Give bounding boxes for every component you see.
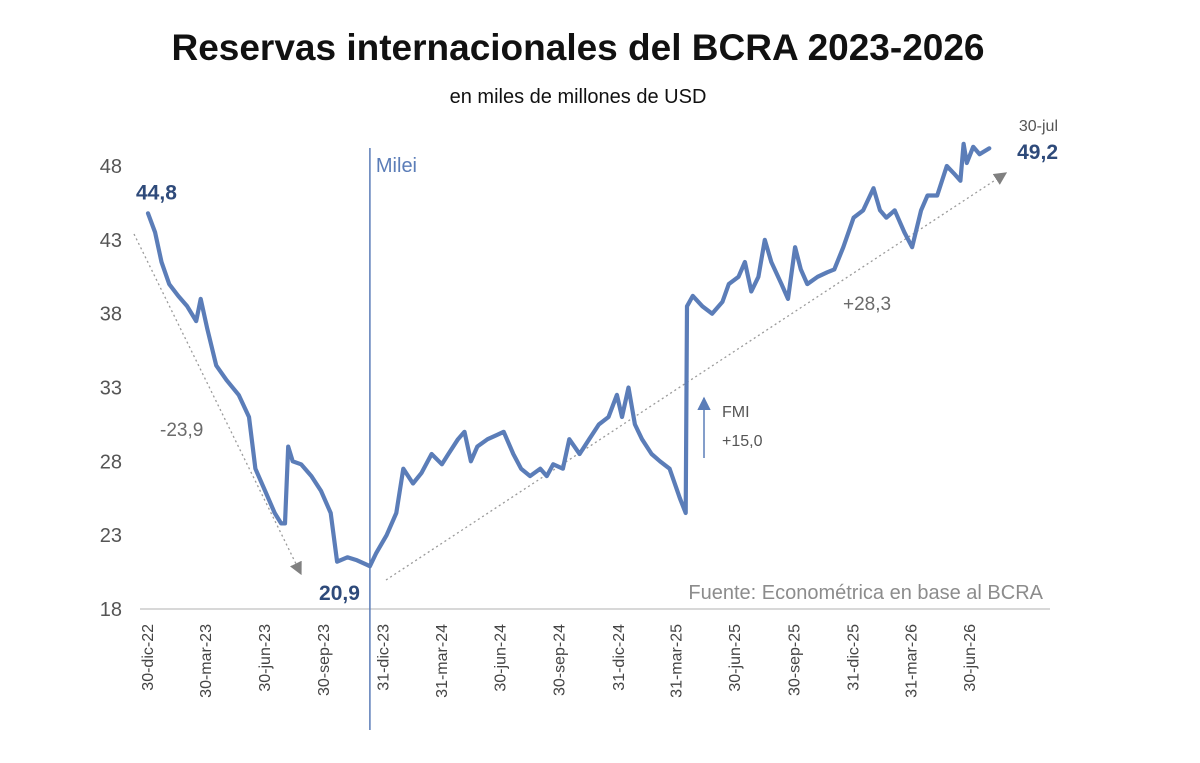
x-tick-label: 30-jun-24 xyxy=(492,624,509,692)
y-tick-label: 23 xyxy=(100,525,122,547)
milei-label: Milei xyxy=(376,155,417,177)
end-value-label: 49,2 xyxy=(1017,141,1058,164)
y-axis: 18 23 28 33 38 43 48 xyxy=(100,156,122,621)
decline-label: -23,9 xyxy=(160,420,203,441)
min-value-label: 20,9 xyxy=(319,582,360,605)
y-tick-label: 28 xyxy=(100,451,122,473)
x-tick-label: 31-mar-24 xyxy=(434,624,451,698)
x-tick-label: 31-mar-26 xyxy=(903,624,920,698)
rise-label: +28,3 xyxy=(843,294,891,315)
x-tick-label: 30-sep-23 xyxy=(316,624,333,696)
fmi-label: FMI xyxy=(722,404,750,421)
x-axis: 30-dic-22 30-mar-23 30-jun-23 30-sep-23 31-d… xyxy=(140,624,979,698)
x-tick-label: 30-dic-22 xyxy=(140,624,157,691)
x-tick-label: 31-dic-23 xyxy=(375,624,392,691)
decline-trend-arrow xyxy=(133,233,302,576)
y-tick-label: 33 xyxy=(100,378,122,400)
chart-subtitle: en miles de millones de USD xyxy=(450,86,707,108)
y-tick-label: 48 xyxy=(100,156,122,178)
rise-trend-arrow xyxy=(385,172,1008,581)
fmi-value-label: +15,0 xyxy=(722,433,763,450)
x-tick-label: 31-dic-25 xyxy=(846,624,863,691)
x-tick-label: 30-jun-25 xyxy=(727,624,744,692)
x-tick-label: 30-sep-25 xyxy=(786,624,803,696)
x-tick-label: 31-mar-25 xyxy=(669,624,686,698)
reserves-series-line xyxy=(145,141,992,569)
x-tick-label: 30-jun-23 xyxy=(257,624,274,692)
source-note: Fuente: Econométrica en base al BCRA xyxy=(688,582,1043,604)
y-tick-label: 43 xyxy=(100,230,122,252)
y-tick-label: 38 xyxy=(100,304,122,326)
end-date-label: 30-jul xyxy=(1019,118,1058,135)
x-tick-label: 30-sep-24 xyxy=(552,624,569,696)
x-tick-label: 30-jun-26 xyxy=(962,624,979,692)
start-value-label: 44,8 xyxy=(136,181,177,204)
chart-title: Reservas internacionales del BCRA 2023-2… xyxy=(171,27,984,68)
x-tick-label: 30-mar-23 xyxy=(198,624,215,698)
x-tick-label: 31-dic-24 xyxy=(611,624,628,691)
y-tick-label: 18 xyxy=(100,599,122,621)
